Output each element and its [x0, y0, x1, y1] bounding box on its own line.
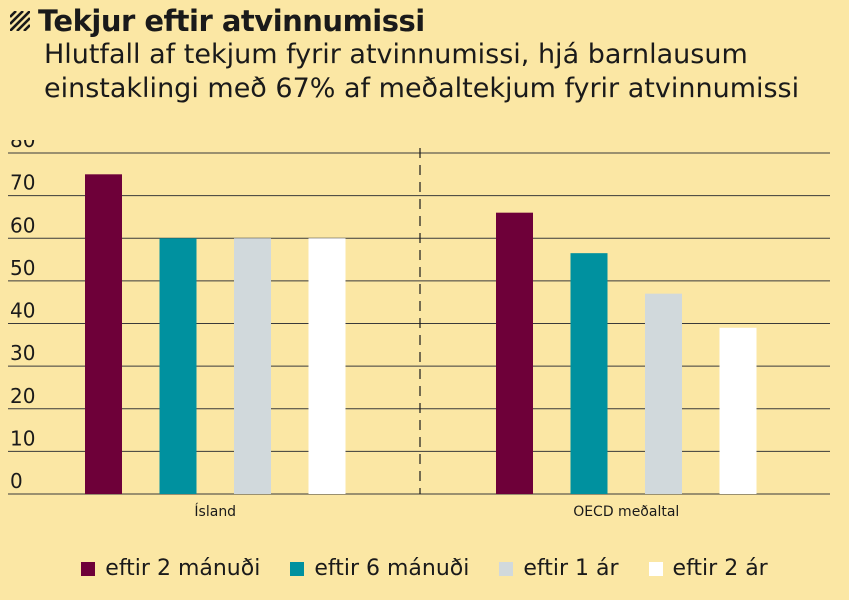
legend-swatch: [499, 561, 514, 576]
title-row: Tekjur eftir atvinnumissi: [10, 4, 425, 38]
bar: [496, 212, 533, 495]
legend-swatch: [648, 561, 663, 576]
bar: [645, 293, 682, 494]
chart-subtitle: Hlutfall af tekjum fyrir atvinnumissi, h…: [44, 39, 800, 104]
bar: [308, 238, 346, 494]
chart-title: Tekjur eftir atvinnumissi: [38, 4, 425, 38]
x-category-label: OECD meðaltal: [573, 504, 679, 520]
y-tick-label: 0: [10, 469, 23, 493]
bar: [719, 327, 757, 494]
legend-item: eftir 6 mánuði: [290, 556, 469, 581]
x-category-label: Ísland: [194, 503, 236, 520]
y-tick-label: 60: [10, 213, 35, 237]
y-tick-label: 10: [10, 426, 35, 450]
y-tick-label: 30: [10, 341, 35, 365]
legend-label: eftir 6 mánuði: [314, 556, 470, 581]
legend-item: eftir 1 ár: [499, 556, 619, 581]
bar-chart: 0 10 20 30 40 50 60 70 80 Ísland OECD meðaltal: [8, 140, 830, 520]
y-tick-label: 50: [10, 256, 35, 280]
legend-label: eftir 2 ár: [672, 556, 768, 581]
y-tick-label: 40: [10, 299, 35, 323]
y-tick-label: 20: [10, 384, 35, 408]
legend-label: eftir 2 mánuði: [105, 556, 261, 581]
legend-label: eftir 1 ár: [523, 556, 619, 581]
y-tick-label: 70: [10, 171, 35, 195]
bar: [570, 253, 608, 494]
bar: [234, 238, 271, 494]
y-tick-label: 80: [10, 140, 35, 152]
hatch-icon: [10, 11, 30, 31]
legend: eftir 2 mánuði eftir 6 mánuði eftir 1 ár ef…: [0, 556, 849, 581]
legend-swatch: [81, 561, 96, 576]
legend-swatch: [290, 561, 305, 576]
legend-item: eftir 2 ár: [648, 556, 768, 581]
bar: [85, 174, 122, 494]
legend-item: eftir 2 mánuði: [81, 556, 260, 581]
bar: [159, 238, 197, 494]
